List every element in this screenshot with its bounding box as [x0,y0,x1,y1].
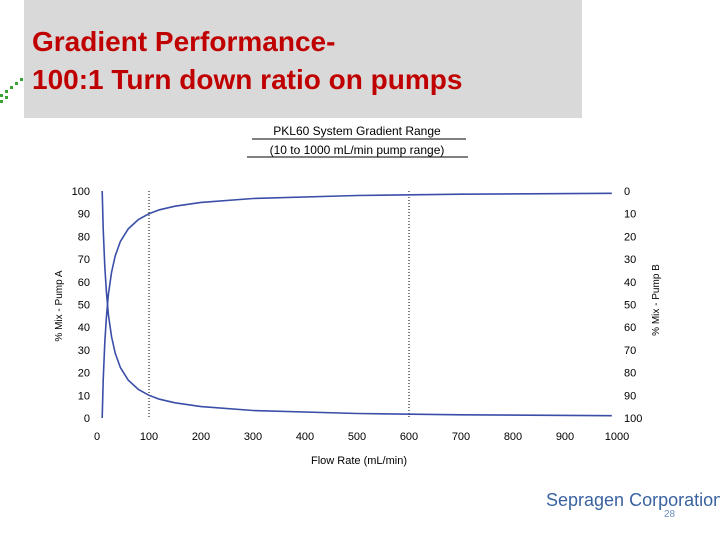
x-tick-label: 700 [452,431,470,443]
x-tick-label: 0 [94,431,100,443]
y-tick-label: 10 [78,390,90,402]
slide-title-line2: 100:1 Turn down ratio on pumps [32,64,463,95]
y-tick-label: 0 [84,413,90,425]
y2-tick-label: 100 [624,413,642,425]
x-tick-label: 900 [556,431,574,443]
x-tick-label: 400 [296,431,314,443]
y-tick-label: 30 [78,345,90,357]
x-tick-label: 600 [400,431,418,443]
x-tick-label: 300 [244,431,262,443]
y-tick-label: 70 [78,254,90,266]
decorative-dots-icon [0,78,23,103]
y2-tick-label: 10 [624,209,636,221]
x-tick-label: 100 [140,431,158,443]
brand-name: Sepragen Corporation [546,490,720,510]
y2-tick-label: 50 [624,300,636,312]
y-tick-label: 20 [78,368,90,380]
x-tick-label: 200 [192,431,210,443]
y2-tick-label: 40 [624,277,636,289]
y-axis-label: % Mix - Pump A [54,270,65,341]
series-line-1 [101,192,612,419]
y2-tick-label: 0 [624,186,630,198]
slide-title-line1: Gradient Performance- [32,26,336,57]
y2-axis-label: % Mix - Pump B [651,264,662,336]
y2-tick-label: 80 [624,368,636,380]
y-tick-label: 50 [78,300,90,312]
x-axis-label: Flow Rate (mL/min) [311,455,407,467]
series-line-2 [101,190,612,417]
chart-subtitle: (10 to 1000 mL/min pump range) [270,143,445,157]
y-tick-label: 80 [78,231,90,243]
y2-tick-label: 20 [624,231,636,243]
chart-title: PKL60 System Gradient Range [273,124,441,138]
x-tick-label: 800 [504,431,522,443]
y-tick-label: 90 [78,209,90,221]
y-tick-label: 100 [72,186,90,198]
y2-tick-label: 60 [624,322,636,334]
title-background [24,0,582,118]
y-tick-label: 60 [78,277,90,289]
x-tick-label: 1000 [605,431,629,443]
y-tick-label: 40 [78,322,90,334]
y2-tick-label: 30 [624,254,636,266]
page-number: 28 [664,509,676,520]
y2-tick-label: 90 [624,390,636,402]
x-tick-label: 500 [348,431,366,443]
y2-tick-label: 70 [624,345,636,357]
